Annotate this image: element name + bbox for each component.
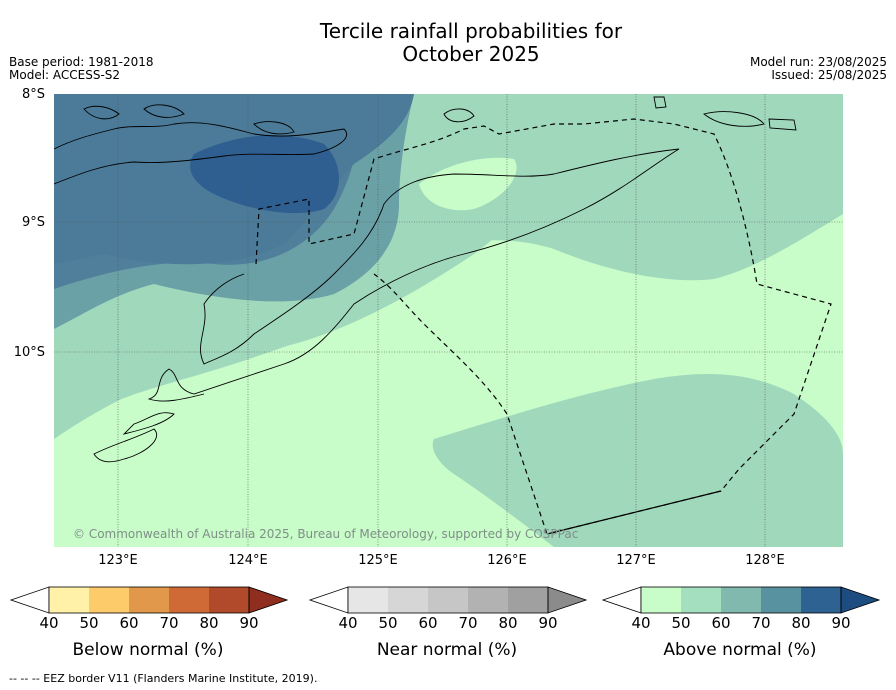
- coastlines: [54, 96, 797, 463]
- eez-border: [255, 118, 832, 535]
- colorbar-tick-label: 90: [239, 614, 259, 632]
- colorbar-1: [10, 586, 288, 614]
- map-title: Tercile rainfall probabilities for Octob…: [0, 20, 896, 66]
- meta-right: Model run: 23/08/2025 Issued: 25/08/2025: [750, 56, 887, 82]
- colorbar-under-triangle: [602, 586, 642, 614]
- colorbar-outline: [640, 586, 842, 614]
- colorbar-segment: [388, 587, 428, 613]
- colorbar-segment: [129, 587, 169, 613]
- colorbar-segment: [348, 587, 388, 613]
- colorbar-segment: [428, 587, 468, 613]
- eez-border-solid: [546, 490, 722, 535]
- colorbar-tick-label: 70: [458, 614, 478, 632]
- colorbar-tick-label: 70: [751, 614, 771, 632]
- colorbar-label: Below normal (%): [72, 640, 224, 660]
- colorbar-outline: [347, 586, 549, 614]
- title-line-1: Tercile rainfall probabilities for: [319, 19, 623, 43]
- colorbar-segment: [721, 587, 761, 613]
- copyright-notice: © Commonwealth of Australia 2025, Bureau…: [73, 527, 579, 541]
- colorbar-tick-label: 70: [159, 614, 179, 632]
- colorbar-label: Above normal (%): [663, 640, 817, 660]
- colorbar-under-triangle: [309, 586, 349, 614]
- colorbar-under-triangle: [10, 586, 50, 614]
- lon-label-124e: 124°E: [228, 553, 268, 568]
- eez-footnote: -- -- -- EEZ border V11 (Flanders Marine…: [9, 672, 318, 685]
- graticule: [54, 94, 843, 547]
- colorbar-tick-label: 60: [711, 614, 731, 632]
- colorbar-2: [309, 586, 587, 614]
- colorbar-tick-label: 80: [199, 614, 219, 632]
- issued-date: Issued: 25/08/2025: [771, 68, 887, 82]
- lat-label-10s: 10°S: [13, 345, 45, 360]
- colorbar-label: Near normal (%): [376, 640, 518, 660]
- colorbar-segment: [761, 587, 801, 613]
- colorbar-3: [602, 586, 880, 614]
- colorbar-tick-label: 80: [791, 614, 811, 632]
- colorbar-tick-label: 80: [498, 614, 518, 632]
- colorbar-segment: [468, 587, 508, 613]
- lat-label-9s: 9°S: [21, 215, 45, 230]
- colorbar-segment: [49, 587, 89, 613]
- colorbar-outline: [48, 586, 250, 614]
- colorbar-tick-label: 50: [671, 614, 691, 632]
- lon-label-127e: 127°E: [616, 553, 656, 568]
- colorbar-tick-label: 50: [79, 614, 99, 632]
- lon-label-126e: 126°E: [487, 553, 527, 568]
- model-run: Model run: 23/08/2025: [749, 55, 887, 69]
- colorbar-segment: [169, 587, 209, 613]
- colorbar-over-triangle: [547, 586, 587, 614]
- base-period: Base period: 1981-2018: [9, 55, 154, 69]
- colorbar-tick-label: 60: [418, 614, 438, 632]
- meta-left: Base period: 1981-2018 Model: ACCESS-S2: [9, 56, 154, 82]
- colorbar-segment: [641, 587, 681, 613]
- colorbar-tick-label: 40: [631, 614, 651, 632]
- region-above-50-south: [432, 374, 843, 547]
- colorbar-segment: [508, 587, 548, 613]
- region-above-40-tongue: [419, 157, 517, 211]
- lon-label-128e: 128°E: [745, 553, 785, 568]
- lon-label-125e: 125°E: [358, 553, 398, 568]
- colorbar-segment: [681, 587, 721, 613]
- title-line-2: October 2025: [402, 42, 540, 66]
- colorbar-tick-label: 60: [119, 614, 139, 632]
- colorbar-tick-label: 90: [538, 614, 558, 632]
- colorbar-tick-label: 40: [39, 614, 59, 632]
- colorbar-over-triangle: [248, 586, 288, 614]
- colorbar-tick-label: 50: [378, 614, 398, 632]
- colorbar-tick-label: 40: [338, 614, 358, 632]
- colorbar-tick-label: 90: [831, 614, 851, 632]
- colorbar-over-triangle: [840, 586, 880, 614]
- colorbar-segment: [801, 587, 841, 613]
- model-name: Model: ACCESS-S2: [9, 68, 121, 82]
- colorbar-segment: [209, 587, 249, 613]
- colorbar-segment: [89, 587, 129, 613]
- map-panel: [54, 94, 843, 547]
- lon-label-123e: 123°E: [98, 553, 138, 568]
- lat-label-8s: 8°S: [21, 87, 45, 102]
